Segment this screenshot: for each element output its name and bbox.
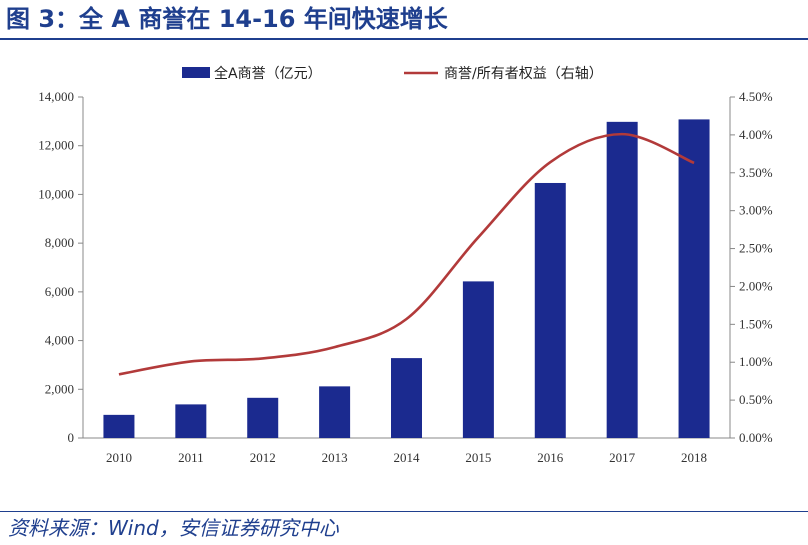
y-right-tick-label: 4.50% [739, 89, 773, 104]
legend-swatch-bar [182, 67, 210, 78]
bar [175, 404, 207, 438]
y-left-tick-label: 2,000 [45, 381, 74, 396]
bar [534, 182, 566, 438]
y-right-tick-label: 3.00% [739, 203, 773, 218]
x-tick-label: 2018 [681, 450, 707, 465]
y-left-tick-label: 6,000 [45, 284, 74, 299]
y-left-tick-label: 0 [68, 430, 75, 445]
chart-figure-title: 图 3：全 A 商誉在 14-16 年间快速增长 [6, 5, 448, 33]
y-right-tick-label: 2.50% [739, 241, 773, 256]
y-right-tick-label: 1.50% [739, 316, 773, 331]
x-tick-label: 2010 [106, 450, 132, 465]
y-left-tick-label: 4,000 [45, 333, 74, 348]
bar [606, 121, 638, 438]
y-right-tick-label: 0.50% [739, 392, 773, 407]
bar-series [103, 119, 710, 438]
x-tick-label: 2011 [178, 450, 204, 465]
bar [319, 386, 351, 438]
chart-canvas: 全A商誉（亿元） 商誉/所有者权益（右轴） 0 2,000 4,000 6,000 8,0… [38, 65, 773, 465]
x-axis-labels: 2010 2011 2012 2013 2014 2015 2016 2017 2018 [106, 450, 707, 465]
legend-label-bar: 全A商誉（亿元） [214, 65, 322, 82]
bar [247, 397, 279, 438]
line-series [118, 132, 695, 376]
x-tick-label: 2013 [322, 450, 348, 465]
y-right-tick-label: 1.00% [739, 354, 773, 369]
legend: 全A商誉（亿元） 商誉/所有者权益（右轴） [182, 65, 603, 82]
y-left-tick-label: 8,000 [45, 235, 74, 250]
y-right-tick-label: 0.00% [739, 430, 773, 445]
source-note: 资料来源：Wind，安信证券研究中心 [8, 516, 339, 540]
bar [678, 119, 710, 438]
legend-label-line: 商誉/所有者权益（右轴） [444, 66, 603, 82]
y-left-tick-label: 10,000 [38, 186, 74, 201]
bar [391, 358, 422, 438]
x-tick-label: 2016 [537, 450, 564, 465]
ratio-line [118, 132, 695, 376]
x-tick-label: 2015 [465, 450, 491, 465]
x-tick-label: 2014 [394, 450, 421, 465]
y-left-tick-label: 14,000 [38, 89, 74, 104]
x-tick-label: 2012 [250, 450, 276, 465]
x-tick-label: 2017 [609, 450, 636, 465]
y-right-tick-label: 2.00% [739, 278, 773, 293]
title-divider [0, 38, 808, 40]
bar [103, 414, 135, 438]
source-divider [0, 511, 808, 512]
y-right-tick-label: 3.50% [739, 165, 773, 180]
y-left-tick-label: 12,000 [38, 138, 74, 153]
y-right-tick-label: 4.00% [739, 127, 773, 142]
bar [462, 281, 494, 438]
